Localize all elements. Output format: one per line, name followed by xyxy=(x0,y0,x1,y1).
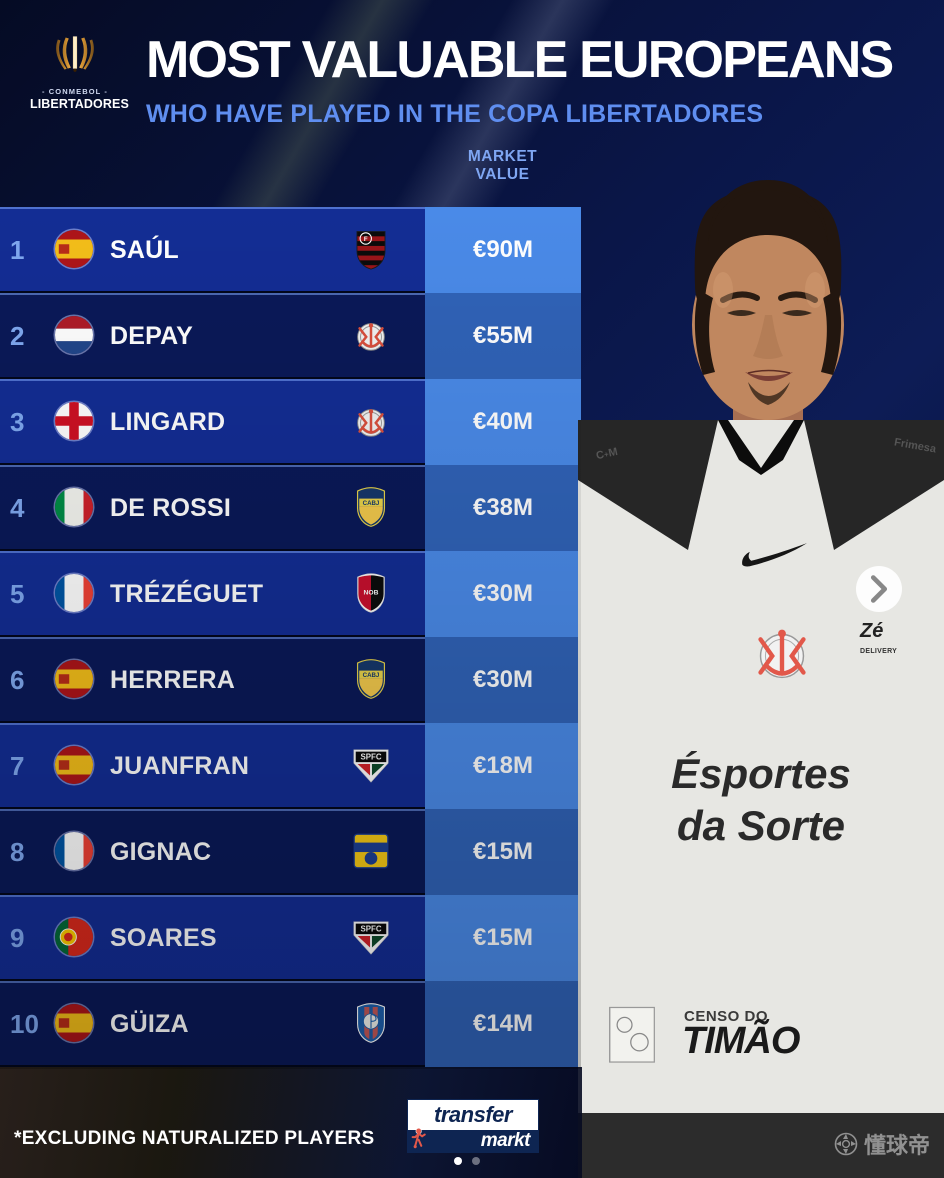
svg-text:NOB: NOB xyxy=(364,590,379,597)
svg-text:CABJ: CABJ xyxy=(363,672,380,679)
svg-text:F: F xyxy=(364,236,368,243)
svg-text:CABJ: CABJ xyxy=(363,500,380,507)
svg-text:SPFC: SPFC xyxy=(360,925,381,934)
svg-text:SPFC: SPFC xyxy=(360,753,381,762)
